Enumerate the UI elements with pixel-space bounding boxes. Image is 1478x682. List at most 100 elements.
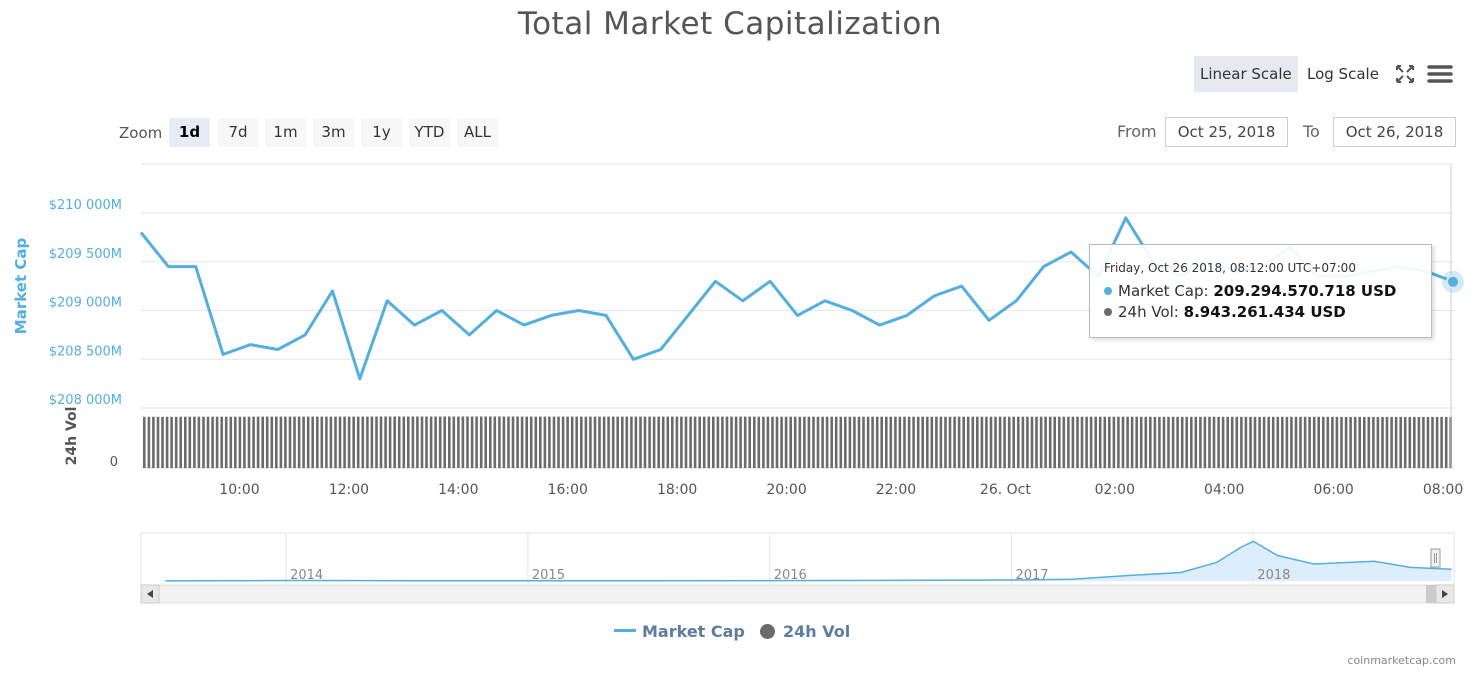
volume-bar: [684, 416, 688, 468]
volume-bar: [1326, 416, 1330, 468]
volume-bar: [1021, 416, 1025, 468]
navigator-year-label: 2018: [1257, 568, 1290, 583]
volume-bar: [316, 416, 319, 468]
volume-bar: [1144, 416, 1148, 468]
volume-bar: [1385, 416, 1389, 468]
volume-bar: [848, 416, 852, 468]
volume-bar: [388, 416, 392, 468]
volume-bar: [434, 416, 437, 468]
navigator-year-labels: 2014 2015 2016 2017 2018: [290, 568, 1290, 583]
volume-bar: [730, 416, 733, 468]
zoom-3m-button[interactable]: 3m: [313, 118, 354, 147]
y2-axis-title: 24h Vol: [64, 407, 80, 466]
volume-bar: [243, 416, 246, 468]
volume-bar: [529, 416, 533, 468]
zoom-all-button[interactable]: ALL: [457, 118, 498, 147]
linear-scale-button[interactable]: Linear Scale: [1194, 56, 1298, 92]
volume-bar: [297, 416, 301, 468]
volume-bar: [270, 416, 274, 468]
navigator-scrollbar[interactable]: [140, 584, 1455, 604]
volume-bar: [648, 416, 651, 468]
volume-bar: [725, 416, 729, 468]
volume-bar: [1067, 416, 1070, 468]
volume-bar: [1212, 416, 1216, 468]
volume-bar: [174, 416, 178, 468]
hamburger-menu-icon[interactable]: [1426, 60, 1454, 88]
volume-bar: [457, 416, 460, 468]
market-cap-dot-icon: [1104, 287, 1112, 295]
navigator-handle[interactable]: [1430, 548, 1441, 568]
volume-bar: [448, 416, 451, 468]
volume-bar: [570, 416, 574, 468]
from-date-input[interactable]: Oct 25, 2018: [1165, 117, 1288, 147]
volume-bar: [957, 416, 961, 468]
volume-bar: [356, 416, 360, 468]
volume-bar: [775, 416, 779, 468]
volume-bar: [753, 416, 756, 468]
legend-volume[interactable]: 24h Vol: [760, 622, 850, 641]
volume-bar: [470, 416, 474, 468]
volume-bar: [361, 416, 365, 468]
volume-bar: [1103, 416, 1107, 468]
volume-bar: [1312, 416, 1316, 468]
chart-tooltip: Friday, Oct 26 2018, 08:12:00 UTC+07:00 …: [1089, 244, 1432, 338]
volume-bar: [452, 416, 456, 468]
volume-bar: [707, 416, 711, 468]
legend-market-cap[interactable]: Market Cap: [614, 622, 745, 641]
volume-bar: [844, 416, 847, 468]
volume-bar: [1381, 416, 1384, 468]
volume-bar: [329, 416, 333, 468]
volume-bar: [757, 416, 761, 468]
fullscreen-icon[interactable]: [1391, 60, 1419, 88]
volume-bar: [643, 416, 647, 468]
volume-bar: [803, 416, 806, 468]
credit-link[interactable]: coinmarketcap.com: [1347, 654, 1456, 667]
volume-bar: [916, 416, 920, 468]
chart-title: Total Market Capitalization: [517, 6, 943, 42]
volume-bar: [621, 416, 624, 468]
scroll-thumb[interactable]: [1426, 585, 1436, 603]
volume-bar: [671, 416, 674, 468]
volume-bar: [652, 416, 656, 468]
volume-bar: [985, 416, 988, 468]
volume-bar: [220, 416, 223, 468]
volume-bar: [489, 416, 492, 468]
volume-bar: [853, 416, 856, 468]
zoom-1m-button[interactable]: 1m: [265, 118, 306, 147]
volume-bar: [1221, 416, 1225, 468]
volume-bar: [966, 416, 970, 468]
y-tick-label: $210 000M: [49, 198, 122, 213]
volume-bar: [634, 416, 638, 468]
volume-bar: [1230, 416, 1234, 468]
volume-bar: [1153, 416, 1157, 468]
y-axis-title: Market Cap: [12, 238, 30, 335]
volume-bar: [534, 416, 538, 468]
log-scale-button[interactable]: Log Scale: [1307, 65, 1379, 83]
volume-bar: [1276, 416, 1280, 468]
volume-bar: [602, 416, 606, 468]
to-date-input[interactable]: Oct 26, 2018: [1333, 117, 1456, 147]
volume-bar: [1408, 416, 1412, 468]
volume-bar: [926, 416, 929, 468]
volume-bar: [1039, 416, 1043, 468]
zoom-1d-button[interactable]: 1d: [169, 118, 210, 147]
zoom-1y-button[interactable]: 1y: [361, 118, 402, 147]
volume-bar: [261, 416, 264, 468]
volume-bar: [311, 416, 314, 468]
volume-bar: [411, 416, 415, 468]
volume-bar: [1121, 416, 1125, 468]
volume-bar: [461, 416, 465, 468]
volume-bar: [416, 416, 419, 468]
volume-bar: [302, 416, 305, 468]
volume-bar: [234, 416, 237, 468]
zoom-7d-button[interactable]: 7d: [218, 118, 258, 147]
volume-bar: [875, 416, 879, 468]
to-label: To: [1303, 122, 1320, 141]
volume-bar: [1149, 416, 1152, 468]
volume-bar: [789, 416, 792, 468]
zoom-ytd-button[interactable]: YTD: [409, 118, 450, 147]
navigator[interactable]: 2014 2015 2016 2017 2018: [140, 532, 1455, 586]
volume-bar: [1435, 416, 1439, 468]
volume-bar: [143, 416, 146, 468]
